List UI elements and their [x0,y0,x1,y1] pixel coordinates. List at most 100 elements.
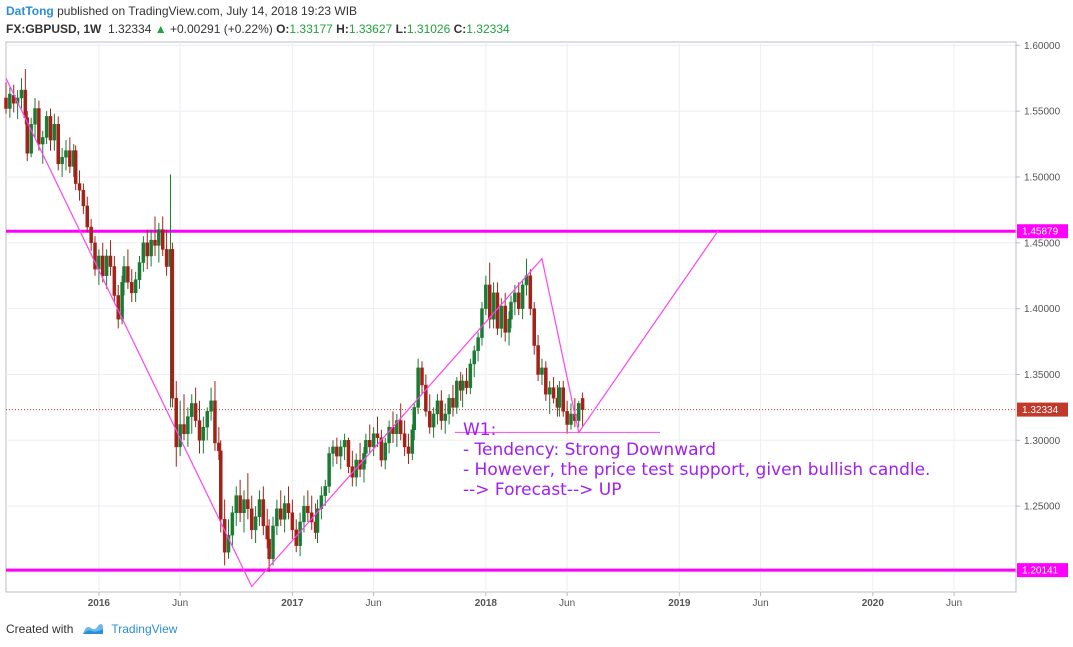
high-value: 1.33627 [348,22,393,36]
candle-body [435,400,440,415]
horizontal-levels [6,229,1016,572]
candle-body [406,446,411,454]
candle-body [439,400,444,421]
candle-body [540,367,544,375]
candle-body [282,503,287,520]
author-name[interactable]: DatTong [6,4,54,18]
candle-body [141,242,146,263]
candle-body [532,308,536,346]
level-price-label: 1.45879 [1022,227,1059,238]
y-tick-label: 1.60000 [1024,41,1061,52]
x-tick-label: Jun [753,598,769,609]
candle-body [44,116,49,138]
y-tick-label: 1.55000 [1024,107,1061,118]
candle-body [395,420,399,434]
x-tick-label: 2016 [88,598,111,609]
candle-body [412,407,417,431]
last-price: 1.32334 [108,22,152,36]
candle-body [331,446,335,454]
candle-body [85,205,90,228]
candle-body [52,124,57,141]
x-tick-label: Jun [172,598,188,609]
candle-body [402,433,407,448]
close-label: C: [453,22,467,36]
candle-body [4,97,8,109]
y-tick-label: 1.50000 [1024,172,1061,183]
candle-body [416,367,420,408]
close-value: 1.32334 [466,22,510,36]
x-tick-label: 2019 [668,598,691,609]
candle-body [487,284,492,320]
candle-body [41,137,45,145]
candle-body [160,229,165,250]
time-axis[interactable]: 2016 Jun 2017 Jun 2018 Jun 2019 Jun 2020 Jun [88,592,962,609]
candle-body [234,495,238,513]
annotation-line-1: W1: [463,420,497,440]
candle-body [443,413,447,421]
tradingview-link[interactable]: TradingView [111,622,178,636]
candle-body [368,440,372,448]
candle-body [25,117,30,154]
candle-body [468,363,473,388]
candle-body [306,505,310,513]
x-tick-label: Jun [366,598,382,609]
candle-body [19,89,24,99]
candle-body [420,367,424,386]
created-with-text: Created with [6,622,74,636]
candle-body [81,189,86,207]
candle-body [56,124,60,165]
high-label: H: [336,22,349,36]
candle-body [257,499,262,517]
candle-body [8,93,12,109]
candle-body [122,266,126,283]
candle-body [520,284,525,309]
candle-body [265,525,269,540]
candle-body [149,239,153,257]
candle-body [557,387,562,408]
candle-body [249,508,254,531]
candle-body [410,429,415,454]
candle-body [464,380,469,388]
candle-body [100,255,105,276]
y-tick-label: 1.35000 [1024,370,1061,381]
price-labels: 1.45879 1.20141 1.32334 [1017,224,1068,578]
candle-body [290,512,295,531]
candle-body [37,108,41,145]
candle-body [182,424,186,434]
candle-body [120,282,124,320]
candle-body [455,380,459,408]
candle-body [242,499,246,513]
candle-body [302,505,306,523]
candle-body [104,255,109,276]
x-tick-label: 2017 [281,598,304,609]
footer: Created with TradingView [6,622,177,636]
tradingview-logo-icon[interactable] [81,622,105,636]
candle-body [130,282,134,294]
candle-body [222,519,227,553]
level-price-label: 1.20141 [1022,566,1059,577]
candle-body [503,305,507,333]
candle-body [451,397,455,408]
x-tick-label: 2020 [862,598,885,609]
candle-body [565,411,569,425]
candle-body [213,400,217,444]
candle-body [112,266,117,296]
candle-body [77,183,82,191]
candle-body [569,413,573,425]
candle-body [271,525,275,560]
low-label: L: [395,22,407,36]
publish-text: published on TradingView.com, July 14, 2… [53,4,358,18]
candle-body [484,284,488,309]
level-price-label-bg [1017,563,1068,578]
candle-body [315,508,320,533]
candle-body [472,350,476,365]
candle-body [230,512,235,536]
candle-body [126,266,130,283]
candle-body [89,226,93,244]
analysis-annotation[interactable]: W1: - Tendency: Strong Downward - Howeve… [463,420,930,500]
candle-body [576,403,581,421]
price-axis[interactable]: 1.60000 1.55000 1.50000 1.45000 1.40000 1.350… [1016,41,1061,579]
candle-body [327,453,331,487]
y-tick-label: 1.40000 [1024,304,1061,315]
